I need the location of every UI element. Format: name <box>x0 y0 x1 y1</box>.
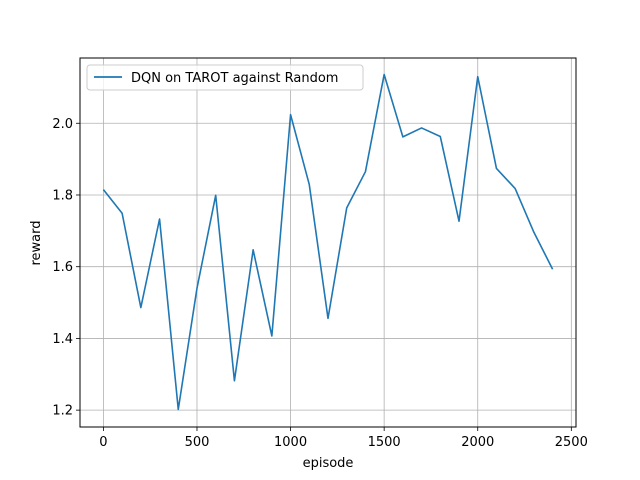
legend: DQN on TAROT against Random <box>86 64 364 91</box>
x-tick-label: 1500 <box>368 435 401 450</box>
x-tick-label: 500 <box>185 435 210 450</box>
y-tick-label: 1.8 <box>52 188 73 203</box>
x-axis: 0 500 1000 1500 2000 2500 <box>99 427 588 450</box>
y-tick-label: 1.4 <box>52 332 73 347</box>
axes-frame <box>79 57 577 428</box>
x-tick-label: 2500 <box>555 435 588 450</box>
x-tick-label: 2000 <box>461 435 494 450</box>
x-tick-label: 0 <box>99 435 107 450</box>
series-layer <box>102 73 554 411</box>
x-tick-label: 1000 <box>274 435 307 450</box>
y-axis: 1.2 1.4 1.6 1.8 2.0 <box>52 117 80 419</box>
y-tick-label: 1.6 <box>52 260 73 275</box>
legend-box <box>86 64 364 91</box>
y-tick-label: 1.2 <box>52 404 73 419</box>
series-line <box>102 73 554 411</box>
legend-label: DQN on TAROT against Random <box>131 71 338 86</box>
y-tick-label: 2.0 <box>52 117 73 132</box>
y-axis-label: reward <box>29 220 44 265</box>
x-axis-label: episode <box>303 456 354 471</box>
